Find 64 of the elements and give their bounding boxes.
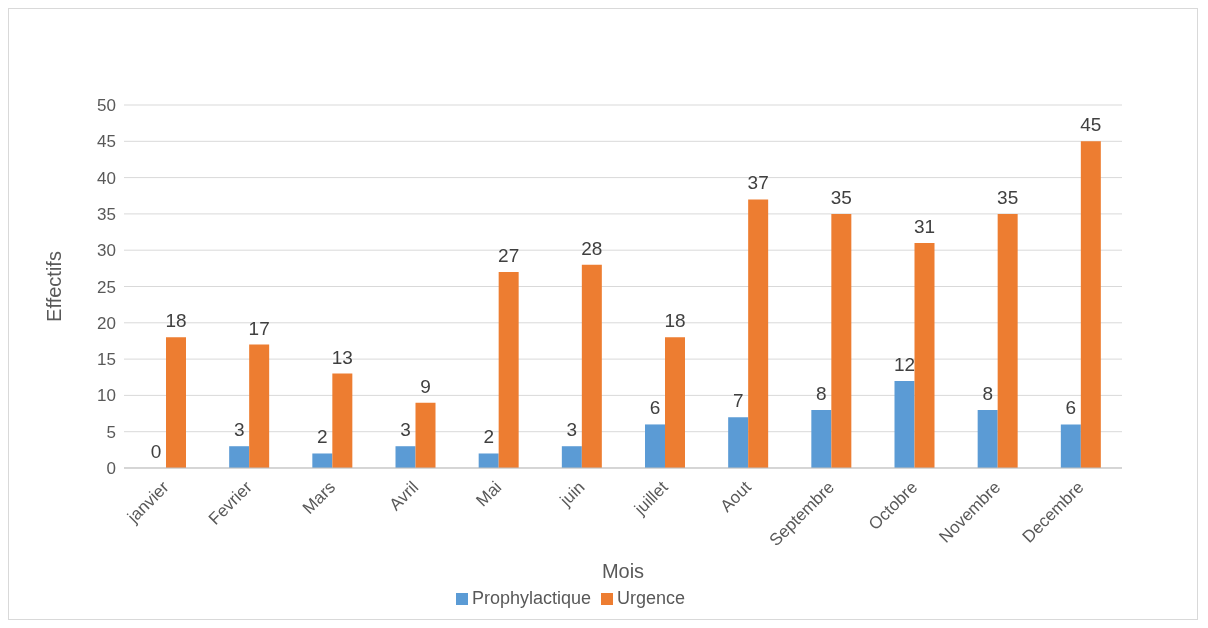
bar xyxy=(665,337,685,468)
bar xyxy=(748,199,769,468)
y-tick-label: 25 xyxy=(97,277,116,297)
data-label: 3 xyxy=(566,419,578,441)
data-label: 6 xyxy=(649,397,661,419)
bar xyxy=(166,337,186,468)
bar xyxy=(581,264,602,468)
data-label: 45 xyxy=(1080,114,1102,136)
bar xyxy=(914,242,935,468)
y-tick-label: 20 xyxy=(97,313,116,333)
bar xyxy=(229,446,250,468)
y-tick-label: 45 xyxy=(97,132,116,152)
bar xyxy=(645,424,665,468)
y-tick-label: 30 xyxy=(97,241,116,261)
y-tick-label: 50 xyxy=(97,96,116,116)
bar xyxy=(249,344,270,468)
data-label: 35 xyxy=(830,186,852,208)
data-label: 35 xyxy=(997,186,1019,208)
bar xyxy=(312,453,333,468)
data-label: 37 xyxy=(747,172,769,194)
data-label: 6 xyxy=(1065,397,1077,419)
data-label: 13 xyxy=(331,346,353,368)
data-label: 0 xyxy=(150,440,162,462)
legend-label: Urgence xyxy=(617,588,686,608)
bar xyxy=(977,409,998,468)
bar xyxy=(395,446,416,468)
legend-label: Prophylactique xyxy=(471,588,592,608)
data-label: 18 xyxy=(664,310,686,332)
data-label: 31 xyxy=(913,215,936,237)
data-label: 2 xyxy=(483,426,494,448)
data-label: 8 xyxy=(816,382,827,404)
y-tick-label: 35 xyxy=(97,204,116,224)
y-tick-label: 5 xyxy=(106,422,116,442)
data-label: 2 xyxy=(317,426,328,448)
bar xyxy=(831,213,852,468)
data-label: 3 xyxy=(400,419,411,441)
data-label: 7 xyxy=(732,390,744,412)
data-label: 9 xyxy=(420,375,431,397)
bar xyxy=(894,380,915,468)
data-label: 18 xyxy=(165,310,187,332)
y-tick-label: 15 xyxy=(97,350,116,370)
data-label: 28 xyxy=(581,237,603,259)
data-label: 12 xyxy=(893,353,916,375)
y-tick-label: 40 xyxy=(97,168,116,188)
data-label: 17 xyxy=(248,317,270,339)
data-label: 8 xyxy=(982,382,993,404)
bar xyxy=(415,402,436,468)
y-axis-title: Effectifs xyxy=(43,251,66,322)
data-label: 3 xyxy=(233,419,245,441)
bar xyxy=(811,409,832,468)
data-label: 27 xyxy=(498,244,520,266)
bar xyxy=(498,271,519,468)
x-tick-label: juin xyxy=(555,477,589,511)
bar xyxy=(1080,141,1101,468)
bar xyxy=(332,373,353,468)
bar xyxy=(997,213,1018,468)
x-axis-title: Mois xyxy=(601,560,645,582)
bar xyxy=(478,453,499,468)
bar xyxy=(1060,424,1081,468)
x-tick-label: Mai xyxy=(472,477,506,511)
bar xyxy=(728,417,749,468)
y-tick-label: 0 xyxy=(106,459,116,479)
bar xyxy=(561,446,582,468)
y-tick-label: 10 xyxy=(97,386,116,406)
